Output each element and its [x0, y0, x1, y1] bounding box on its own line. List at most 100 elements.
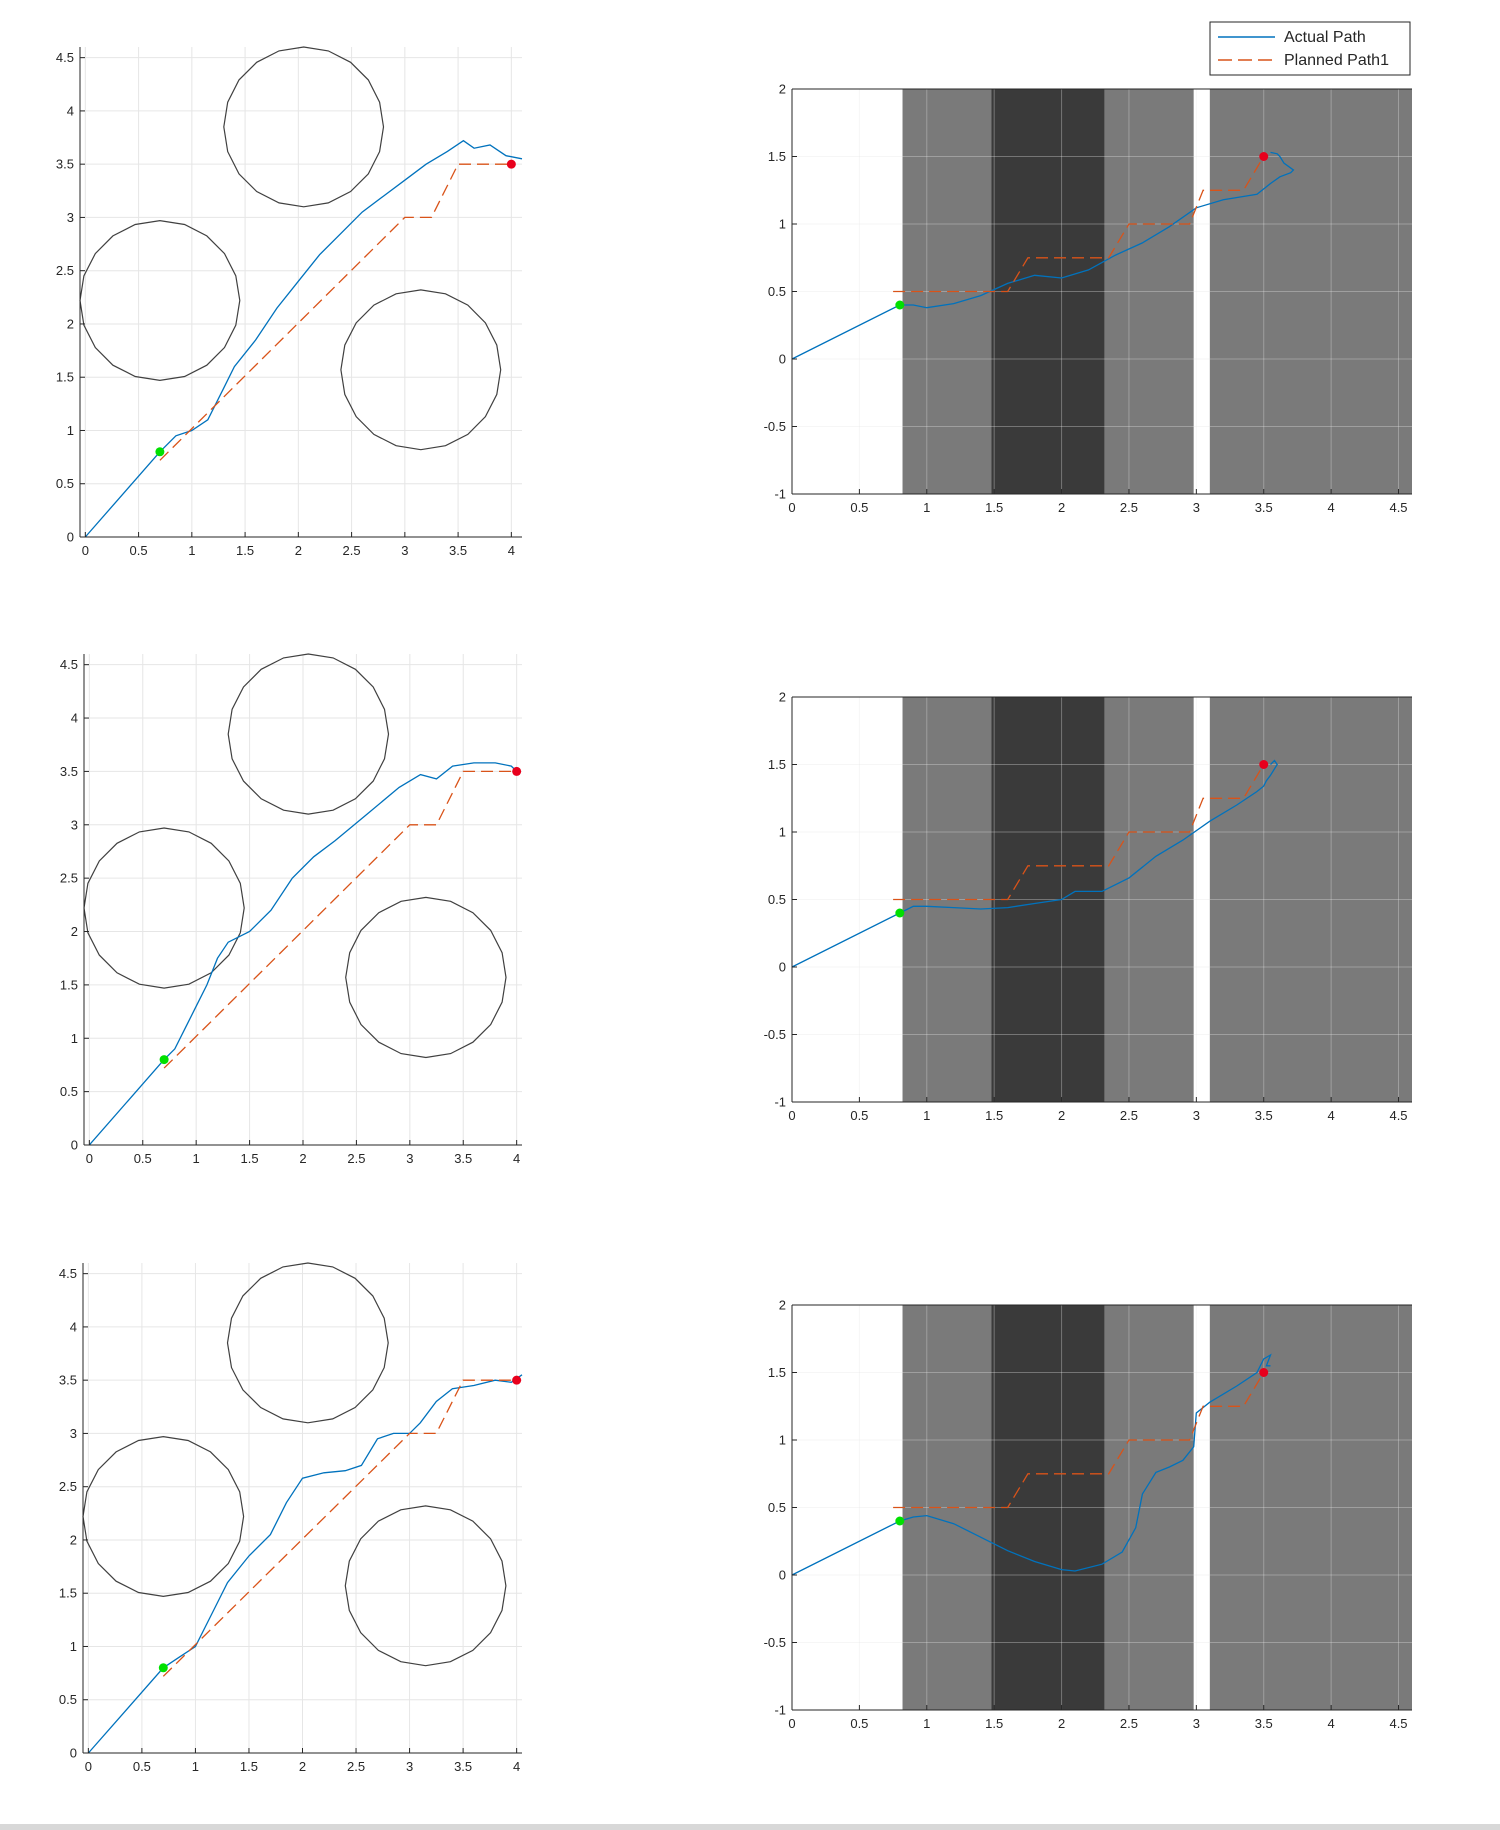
page-edge [0, 1824, 1500, 1830]
x-tick-label: 4 [513, 1759, 520, 1774]
x-tick-label: 2.5 [347, 1151, 365, 1166]
x-tick-label: 3.5 [1255, 500, 1273, 515]
y-tick-label: 3.5 [59, 1373, 77, 1388]
x-tick-label: 2.5 [1120, 500, 1138, 515]
x-tick-label: 0.5 [134, 1151, 152, 1166]
x-tick-label: 1 [923, 500, 930, 515]
x-tick-label: 1.5 [241, 1151, 259, 1166]
x-tick-label: 4 [1328, 1108, 1335, 1123]
x-tick-label: 1.5 [985, 1716, 1003, 1731]
x-tick-label: 3 [401, 543, 408, 558]
x-tick-label: 2 [295, 543, 302, 558]
y-tick-label: 1 [71, 1031, 78, 1046]
x-tick-label: 3.5 [454, 1151, 472, 1166]
terrain-band [991, 89, 1105, 494]
y-tick-label: 0 [71, 1138, 78, 1153]
x-tick-label: 0 [82, 543, 89, 558]
y-tick-label: 3 [67, 210, 74, 225]
x-tick-label: 2.5 [347, 1759, 365, 1774]
terrain-band [1209, 89, 1412, 494]
x-tick-label: 0 [788, 500, 795, 515]
terrain-band [991, 1305, 1105, 1710]
start-marker [155, 447, 165, 457]
obstacle-circle [223, 46, 385, 208]
y-tick-label: 0 [70, 1746, 77, 1761]
x-tick-label: 2.5 [343, 543, 361, 558]
goal-marker [506, 159, 516, 169]
obstacle-circle [340, 289, 502, 451]
start-marker [159, 1055, 169, 1065]
y-tick-label: 3 [71, 817, 78, 832]
terrain-band [1104, 89, 1194, 494]
y-tick-label: 4 [70, 1319, 77, 1334]
x-tick-label: 4.5 [1389, 500, 1407, 515]
y-tick-label: 0 [67, 530, 74, 545]
legend-label-planned-path: Planned Path1 [1284, 52, 1389, 69]
x-tick-label: 1 [923, 1108, 930, 1123]
y-tick-label: 0.5 [56, 476, 74, 491]
x-tick-label: 2 [299, 1151, 306, 1166]
x-tick-label: 0 [86, 1151, 93, 1166]
planned-path-line [893, 764, 1265, 901]
x-tick-label: 1.5 [985, 500, 1003, 515]
y-tick-label: 2 [779, 690, 786, 705]
y-tick-label: 2 [70, 1532, 77, 1547]
panel-row3-right: 0 0.5 1 1.5 2 2.5 3 3.5 4 4.5 -1 -0.5 0 0.5 1 1.5 2 [764, 1298, 1412, 1731]
actual-path-line [88, 762, 518, 1146]
x-tick-label: 4 [513, 1151, 520, 1166]
x-tick-label: 2 [299, 1759, 306, 1774]
x-tick-label: 2 [1058, 1716, 1065, 1731]
x-tick-label: 3 [1193, 1716, 1200, 1731]
x-tick-label: 1.5 [240, 1759, 258, 1774]
obstacle-circle [344, 1505, 507, 1667]
start-marker [158, 1663, 168, 1673]
x-tick-label: 1 [188, 543, 195, 558]
actual-path-line [791, 151, 1295, 360]
x-tick-label: 3 [1193, 1108, 1200, 1123]
y-tick-label: 2 [71, 924, 78, 939]
y-tick-label: -1 [774, 1703, 786, 1718]
y-tick-label: 1.5 [768, 757, 786, 772]
x-tick-label: 4 [1328, 500, 1335, 515]
x-tick-label: 3.5 [449, 543, 467, 558]
y-tick-label: 0.5 [768, 284, 786, 299]
x-tick-label: 3 [1193, 500, 1200, 515]
planned-path-line [163, 770, 517, 1069]
planned-path-line [159, 163, 512, 461]
panel-row3-left: 0 0.5 1 1.5 2 2.5 3 3.5 4 0 0.5 1 1.5 2 2.5 3 3.5 4 4.5 [59, 1262, 523, 1774]
panel-row1-right: 0 0.5 1 1.5 2 2.5 3 3.5 4 4.5 -1 -0.5 0 0.5 1 1.5 2 [764, 82, 1412, 515]
x-tick-label: 3.5 [1255, 1716, 1273, 1731]
y-tick-label: 1.5 [59, 1586, 77, 1601]
y-tick-label: 4.5 [60, 657, 78, 672]
obstacle-circle [345, 896, 507, 1059]
y-tick-label: 0 [779, 352, 786, 367]
legend-label-actual-path: Actual Path [1284, 29, 1366, 46]
x-tick-label: 4 [1328, 1716, 1335, 1731]
terrain-band [991, 697, 1105, 1102]
y-tick-label: 0.5 [60, 1084, 78, 1099]
x-tick-label: 2.5 [1120, 1716, 1138, 1731]
x-tick-label: 4.5 [1389, 1108, 1407, 1123]
x-tick-label: 1 [193, 1151, 200, 1166]
y-tick-label: 3.5 [56, 157, 74, 172]
y-tick-label: 2 [779, 1298, 786, 1313]
x-tick-label: 2.5 [1120, 1108, 1138, 1123]
goal-marker [512, 766, 522, 776]
x-tick-label: 0 [788, 1108, 795, 1123]
start-marker [895, 300, 905, 310]
legend: Actual Path Planned Path1 [1209, 21, 1411, 76]
y-tick-label: 1.5 [768, 149, 786, 164]
x-tick-label: 0.5 [850, 1108, 868, 1123]
y-tick-label: -0.5 [764, 1635, 786, 1650]
y-tick-label: 0 [779, 1568, 786, 1583]
x-tick-label: 3.5 [1255, 1108, 1273, 1123]
panel-row1-left: 0 0.5 1 1.5 2 2.5 3 3.5 4 0 0.5 1 1.5 2 2.5 3 3.5 4 4.5 [56, 46, 523, 558]
y-tick-label: 4.5 [59, 1266, 77, 1281]
x-tick-label: 1 [923, 1716, 930, 1731]
x-tick-label: 2 [1058, 1108, 1065, 1123]
x-tick-label: 0.5 [133, 1759, 151, 1774]
terrain-band [1104, 1305, 1194, 1710]
y-tick-label: 3 [70, 1426, 77, 1441]
terrain-band [1104, 697, 1194, 1102]
